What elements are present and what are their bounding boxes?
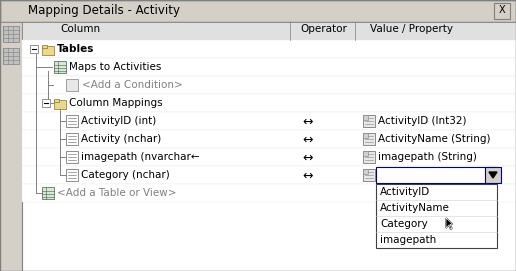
Bar — [3, 48, 19, 64]
Bar — [30, 45, 38, 53]
Text: Mapping Details - Activity: Mapping Details - Activity — [28, 4, 180, 17]
Bar — [22, 94, 516, 112]
Bar — [485, 167, 501, 183]
Text: Category: Category — [380, 219, 428, 229]
Bar — [22, 166, 516, 184]
Text: imagepath (nvarchar←: imagepath (nvarchar← — [81, 152, 200, 162]
Bar — [363, 169, 368, 174]
Bar — [22, 76, 516, 94]
Bar — [363, 133, 368, 138]
Text: Column Mappings: Column Mappings — [69, 98, 163, 108]
Text: Tables: Tables — [57, 44, 94, 54]
Bar — [42, 187, 54, 199]
Text: ActivityName (String): ActivityName (String) — [378, 134, 491, 144]
Polygon shape — [489, 172, 497, 178]
Text: Operator: Operator — [300, 24, 347, 34]
Bar — [54, 100, 66, 109]
Bar — [66, 151, 78, 163]
Bar — [42, 99, 50, 107]
Text: ↔: ↔ — [303, 152, 313, 165]
Bar — [0, 0, 516, 22]
Text: Category (nchar): Category (nchar) — [81, 170, 170, 180]
Text: ↔: ↔ — [303, 116, 313, 129]
Bar — [66, 133, 78, 145]
Bar — [54, 61, 66, 73]
Bar — [22, 130, 516, 148]
Text: imagepath: imagepath — [380, 235, 436, 245]
Bar — [3, 26, 19, 42]
Text: ActivityID (Int32): ActivityID (Int32) — [378, 116, 466, 126]
Bar — [363, 169, 375, 181]
Text: <Add a Condition>: <Add a Condition> — [82, 80, 183, 90]
Bar — [22, 22, 516, 40]
Text: ActivityID (int): ActivityID (int) — [81, 116, 156, 126]
Bar — [66, 115, 78, 127]
Bar — [376, 184, 497, 248]
Bar — [54, 99, 59, 102]
Bar — [42, 46, 54, 55]
Text: Activity (nchar): Activity (nchar) — [81, 134, 161, 144]
Polygon shape — [446, 218, 453, 229]
Text: Value / Property: Value / Property — [370, 24, 453, 34]
Bar — [22, 148, 516, 166]
Bar — [22, 112, 516, 130]
Bar — [363, 151, 368, 156]
Text: ↔: ↔ — [303, 170, 313, 183]
Bar — [363, 151, 375, 163]
Bar — [22, 184, 516, 202]
Bar — [363, 133, 375, 145]
Bar — [22, 40, 516, 58]
Bar — [0, 22, 22, 271]
Bar — [66, 79, 78, 91]
Text: ↔: ↔ — [303, 134, 313, 147]
Text: +: + — [68, 80, 76, 90]
Text: <Add a Table or View>: <Add a Table or View> — [57, 188, 176, 198]
Bar — [363, 115, 368, 120]
Text: Column: Column — [60, 24, 100, 34]
Bar — [376, 167, 496, 183]
Text: X: X — [498, 5, 505, 15]
Bar — [42, 45, 47, 48]
Bar — [22, 58, 516, 76]
Bar — [494, 3, 510, 19]
Bar — [66, 169, 78, 181]
Text: Maps to Activities: Maps to Activities — [69, 62, 162, 72]
Text: ActivityName: ActivityName — [380, 203, 450, 213]
Text: ActivityID: ActivityID — [380, 187, 430, 197]
Text: imagepath (String): imagepath (String) — [378, 152, 477, 162]
Bar — [363, 115, 375, 127]
